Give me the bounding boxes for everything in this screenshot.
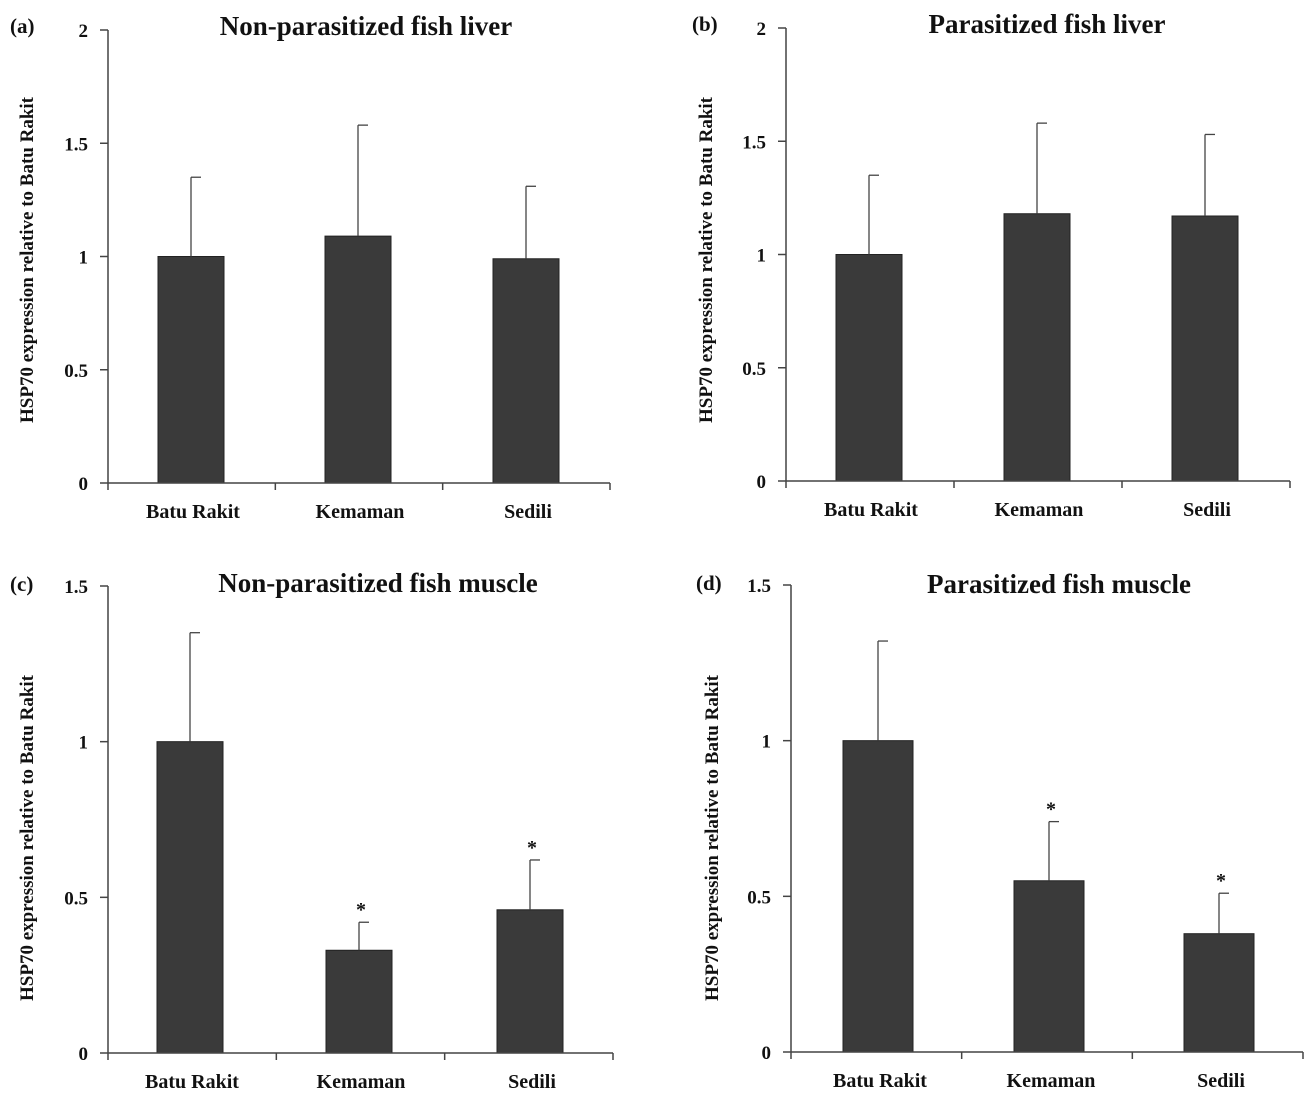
significance-mark: * xyxy=(527,837,537,859)
category-label: Batu Rakit xyxy=(146,501,240,523)
chart-title: Parasitized fish muscle xyxy=(927,569,1191,599)
y-tick-label: 0 xyxy=(762,1043,772,1064)
y-tick-label: 0.5 xyxy=(747,887,771,908)
y-axis-title: HSP70 expression relative to Batu Rakit xyxy=(696,96,717,423)
bar-sedili xyxy=(1171,215,1239,482)
bar-kemaman xyxy=(325,949,393,1054)
y-tick-label: 0.5 xyxy=(742,359,766,380)
chart-title: Parasitized fish liver xyxy=(929,9,1166,39)
significance-mark: * xyxy=(356,899,366,921)
y-tick-label: 2 xyxy=(757,19,767,40)
significance-mark: * xyxy=(1216,870,1226,892)
bar-sedili xyxy=(496,909,564,1054)
bar-batu-rakit xyxy=(156,741,224,1054)
chart-panel-c: (c) Non-parasitized fish muscle HSP70 expr… xyxy=(10,568,614,1093)
bar-sedili xyxy=(492,258,560,484)
chart-title: Non-parasitized fish liver xyxy=(220,11,512,41)
chart-title: Non-parasitized fish muscle xyxy=(218,568,538,598)
y-tick-label: 1.5 xyxy=(742,132,766,153)
y-axis-title: HSP70 expression relative to Batu Rakit xyxy=(17,96,38,423)
bar-kemaman xyxy=(1013,880,1085,1053)
chart-panel-b: (b) Parasitized fish liver HSP70 expressio… xyxy=(692,9,1291,521)
category-label: Sedili xyxy=(508,1071,556,1093)
y-tick-label: 1.5 xyxy=(747,576,771,597)
category-label: Batu Rakit xyxy=(145,1071,239,1093)
chart-panel-a: (a) Non-parasitized fish liver HSP70 expre… xyxy=(10,11,611,523)
category-label: Batu Rakit xyxy=(824,499,918,521)
bar-batu-rakit xyxy=(157,256,225,484)
category-label: Kemaman xyxy=(995,499,1084,521)
category-label: Sedili xyxy=(1197,1070,1245,1092)
y-tick-label: 0 xyxy=(757,472,767,493)
category-label: Kemaman xyxy=(1007,1070,1096,1092)
y-tick-label: 1.5 xyxy=(64,134,88,155)
y-tick-label: 1.5 xyxy=(64,577,88,598)
y-tick-label: 1 xyxy=(79,733,89,754)
significance-mark: * xyxy=(1046,799,1056,821)
y-tick-label: 2 xyxy=(79,21,89,42)
category-label: Kemaman xyxy=(317,1071,406,1093)
y-tick-label: 1 xyxy=(79,248,89,269)
bar-batu-rakit xyxy=(842,740,914,1053)
chart-panel-d: (d) Parasitized fish muscle HSP70 expressi… xyxy=(696,569,1304,1092)
category-label: Kemaman xyxy=(316,501,405,523)
bar-kemaman xyxy=(1003,213,1071,482)
y-axis-title: HSP70 expression relative to Batu Rakit xyxy=(17,674,38,1001)
y-tick-label: 0.5 xyxy=(64,888,88,909)
y-tick-label: 0 xyxy=(79,1044,89,1065)
bar-batu-rakit xyxy=(835,254,903,482)
y-tick-label: 0 xyxy=(79,474,89,495)
category-label: Sedili xyxy=(1183,499,1231,521)
y-tick-label: 1 xyxy=(757,246,767,267)
panel-label: (b) xyxy=(692,12,718,36)
panel-label: (d) xyxy=(696,571,722,595)
panel-label: (c) xyxy=(10,572,33,596)
category-label: Sedili xyxy=(504,501,552,523)
bar-kemaman xyxy=(324,235,392,484)
bar-sedili xyxy=(1183,933,1255,1053)
category-label: Batu Rakit xyxy=(833,1070,927,1092)
y-tick-label: 1 xyxy=(762,732,772,753)
y-axis-title: HSP70 expression relative to Batu Rakit xyxy=(702,674,723,1001)
panel-label: (a) xyxy=(10,14,35,38)
y-tick-label: 0.5 xyxy=(64,361,88,382)
